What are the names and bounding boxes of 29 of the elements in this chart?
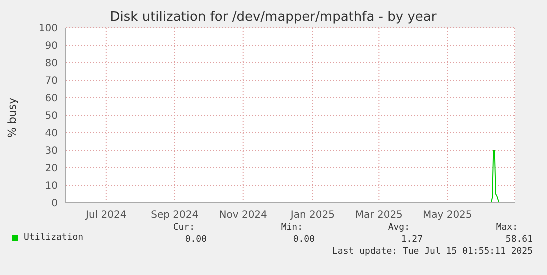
chart-title: Disk utilization for /dev/mapper/mpathfa - by year — [109, 10, 438, 25]
text: Min: — [281, 223, 303, 233]
text: Max: — [496, 223, 518, 233]
text: Last update: Tue Jul 15 01:55:11 2025 — [332, 247, 533, 257]
y-tick-label: 60 — [45, 94, 58, 105]
x-tick-label: Sep 2024 — [151, 210, 199, 222]
y-tick-label: 100 — [38, 24, 58, 35]
y-tick-label: 10 — [45, 181, 58, 192]
y-tick-label: 80 — [45, 58, 58, 70]
y-tick-label: 90 — [45, 41, 58, 52]
text: 58.61 — [506, 235, 533, 245]
y-tick-label: 0 — [52, 198, 58, 210]
y-tick-label: 30 — [45, 146, 58, 158]
y-tick-label: 40 — [45, 128, 58, 140]
x-tick-label: Nov 2024 — [219, 210, 268, 222]
x-tick-label: Jul 2024 — [85, 210, 127, 222]
legend-label: Utilization — [23, 233, 84, 243]
y-tick-label: 50 — [45, 111, 58, 122]
x-tick-label: Jan 2025 — [290, 210, 335, 222]
text: 0.00 — [185, 235, 207, 245]
y-tick-label: 20 — [45, 164, 58, 175]
text: 0.00 — [293, 235, 315, 245]
text: 1.27 — [401, 235, 423, 245]
text: Avg: — [388, 223, 410, 233]
y-tick-label: 70 — [45, 76, 58, 88]
text: Cur: — [172, 223, 195, 233]
y-axis-title: % busy — [6, 98, 19, 138]
x-tick-label: Mar 2025 — [355, 210, 403, 222]
x-tick-label: May 2025 — [422, 210, 472, 222]
